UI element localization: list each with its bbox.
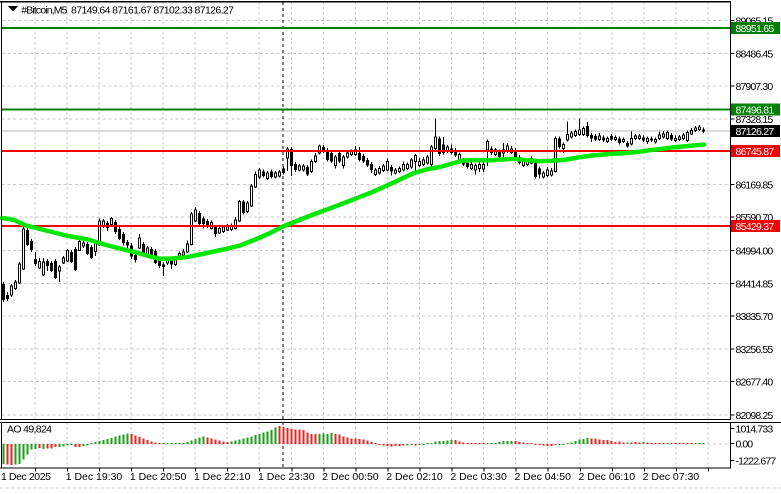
svg-text:1 Dec 20:50: 1 Dec 20:50 (130, 471, 187, 483)
svg-text:0.00: 0.00 (736, 439, 754, 451)
svg-text:86745.87: 86745.87 (736, 146, 775, 158)
svg-text:1 Dec 22:10: 1 Dec 22:10 (194, 471, 251, 483)
svg-text:2 Dec 03:30: 2 Dec 03:30 (450, 471, 507, 483)
svg-text:1014.733: 1014.733 (736, 424, 774, 436)
svg-text:84994.00: 84994.00 (736, 246, 774, 258)
svg-text:2 Dec 02:10: 2 Dec 02:10 (386, 471, 443, 483)
svg-text:85429.37: 85429.37 (736, 221, 775, 233)
svg-text:87496.81: 87496.81 (736, 104, 775, 116)
svg-text:1 Dec 2025: 1 Dec 2025 (1, 471, 51, 483)
svg-text:2 Dec 04:50: 2 Dec 04:50 (514, 471, 571, 483)
svg-text:2 Dec 00:50: 2 Dec 00:50 (322, 471, 379, 483)
svg-text:82677.40: 82677.40 (736, 377, 774, 389)
svg-text:2 Dec 06:10: 2 Dec 06:10 (579, 471, 636, 483)
svg-text:82098.25: 82098.25 (736, 410, 774, 422)
svg-text:AO 49,824: AO 49,824 (7, 424, 52, 436)
svg-text:87328.15: 87328.15 (736, 114, 774, 126)
svg-text:86169.85: 86169.85 (736, 179, 774, 191)
svg-text:83835.70: 83835.70 (736, 311, 774, 323)
svg-text:88486.45: 88486.45 (736, 48, 774, 60)
svg-text:87149.64 87161.67 87102.33 871: 87149.64 87161.67 87102.33 87126.27 (71, 5, 234, 17)
svg-text:88951.65: 88951.65 (736, 23, 775, 35)
svg-text:-1222.677: -1222.677 (736, 456, 777, 468)
svg-text:1 Dec 19:30: 1 Dec 19:30 (66, 471, 123, 483)
svg-text:83256.55: 83256.55 (736, 344, 774, 356)
svg-text:84414.85: 84414.85 (736, 278, 774, 290)
svg-text:#Bitcoin,M5: #Bitcoin,M5 (21, 5, 67, 17)
svg-text:1 Dec 23:30: 1 Dec 23:30 (258, 471, 315, 483)
svg-text:87126.27: 87126.27 (736, 126, 775, 138)
svg-text:2 Dec 07:30: 2 Dec 07:30 (643, 471, 700, 483)
svg-text:87907.30: 87907.30 (736, 81, 774, 93)
